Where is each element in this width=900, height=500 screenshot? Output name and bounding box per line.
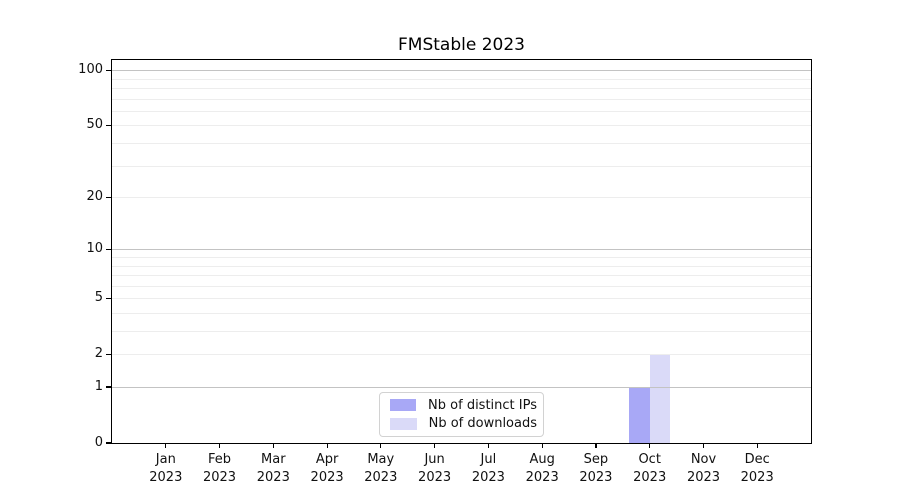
- x-tick-label-oct: Oct 2023: [633, 452, 667, 485]
- gridline-minor-40: [112, 143, 811, 144]
- x-tick-aug: [541, 443, 543, 448]
- gridline-minor-5: [112, 298, 811, 300]
- chart-title: FMStable 2023: [398, 35, 525, 55]
- y-tick-label-1: 1: [94, 378, 103, 394]
- x-tick-label-jan: Jan 2023: [149, 452, 183, 485]
- gridline-minor-90: [112, 78, 811, 80]
- x-tick-jul: [487, 443, 490, 448]
- y-tick-0: [106, 442, 111, 444]
- gridline-minor-9: [112, 257, 811, 258]
- legend: Nb of distinct IPs Nb of downloads: [379, 392, 544, 437]
- gridline-major-100: [112, 70, 811, 72]
- gridline-minor-4: [112, 313, 811, 314]
- gridline-minor-3: [112, 331, 811, 332]
- x-tick-jun: [434, 443, 436, 448]
- x-tick-label-sep: Sep 2023: [579, 452, 613, 485]
- x-tick-label-apr: Apr 2023: [310, 452, 344, 485]
- gridline-major-1: [112, 387, 811, 388]
- y-tick-1: [106, 386, 111, 388]
- gridline-minor-8: [112, 265, 811, 267]
- gridline-minor-2: [112, 354, 811, 356]
- gridline-minor-70: [112, 98, 811, 100]
- x-tick-label-dec: Dec 2023: [740, 452, 774, 485]
- x-tick-label-feb: Feb 2023: [202, 452, 237, 485]
- x-tick-label-aug: Aug 2023: [525, 452, 559, 485]
- bar-oct-series0: [629, 387, 650, 443]
- y-tick-2: [106, 353, 111, 355]
- legend-swatch-downloads: [390, 417, 417, 430]
- x-tick-dec: [756, 443, 758, 448]
- legend-label-downloads: Nb of downloads: [428, 416, 537, 432]
- legend-entry-downloads: Nb of downloads: [386, 415, 537, 434]
- gridline-minor-30: [112, 165, 811, 167]
- y-tick-label-5: 5: [94, 289, 103, 305]
- x-tick-jan: [165, 443, 167, 448]
- gridline-minor-80: [112, 88, 811, 89]
- bar-oct-series1: [649, 354, 671, 443]
- legend-label-distinct-ips: Nb of distinct IPs: [428, 397, 537, 413]
- legend-swatch-distinct-ips: [390, 399, 417, 412]
- x-tick-label-mar: Mar 2023: [256, 452, 290, 485]
- x-tick-label-may: May 2023: [364, 452, 398, 485]
- x-tick-feb: [218, 443, 221, 448]
- y-tick-10: [106, 248, 111, 250]
- y-tick-100: [106, 69, 111, 71]
- y-tick-label-0: 0: [94, 434, 103, 450]
- y-tick-label-20: 20: [86, 188, 103, 204]
- gridline-minor-50: [112, 125, 811, 127]
- y-tick-20: [106, 196, 111, 198]
- x-tick-label-jul: Jul 2023: [471, 452, 505, 485]
- x-tick-label-nov: Nov 2023: [686, 452, 721, 485]
- x-tick-may: [380, 443, 382, 448]
- x-tick-mar: [272, 443, 274, 448]
- y-tick-label-50: 50: [86, 116, 103, 132]
- gridline-minor-7: [112, 275, 811, 276]
- gridline-minor-6: [112, 285, 811, 287]
- y-tick-label-2: 2: [94, 345, 103, 361]
- x-tick-nov: [702, 443, 705, 448]
- y-tick-5: [106, 297, 111, 299]
- gridline-minor-60: [112, 110, 811, 112]
- gridline-major-10: [112, 249, 811, 251]
- gridline-minor-20: [112, 197, 811, 199]
- x-tick-sep: [595, 443, 597, 448]
- x-tick-apr: [326, 443, 328, 448]
- y-tick-label-10: 10: [86, 240, 103, 256]
- plot-area: Jan 2023 Feb 2023 Mar 2023 Apr 2023 May 2023…: [78, 60, 811, 485]
- x-tick-label-jun: Jun 2023: [418, 452, 452, 485]
- legend-entry-distinct-ips: Nb of distinct IPs: [386, 396, 537, 415]
- y-tick-label-100: 100: [78, 61, 103, 77]
- y-tick-50: [106, 124, 111, 127]
- x-tick-oct: [649, 443, 651, 448]
